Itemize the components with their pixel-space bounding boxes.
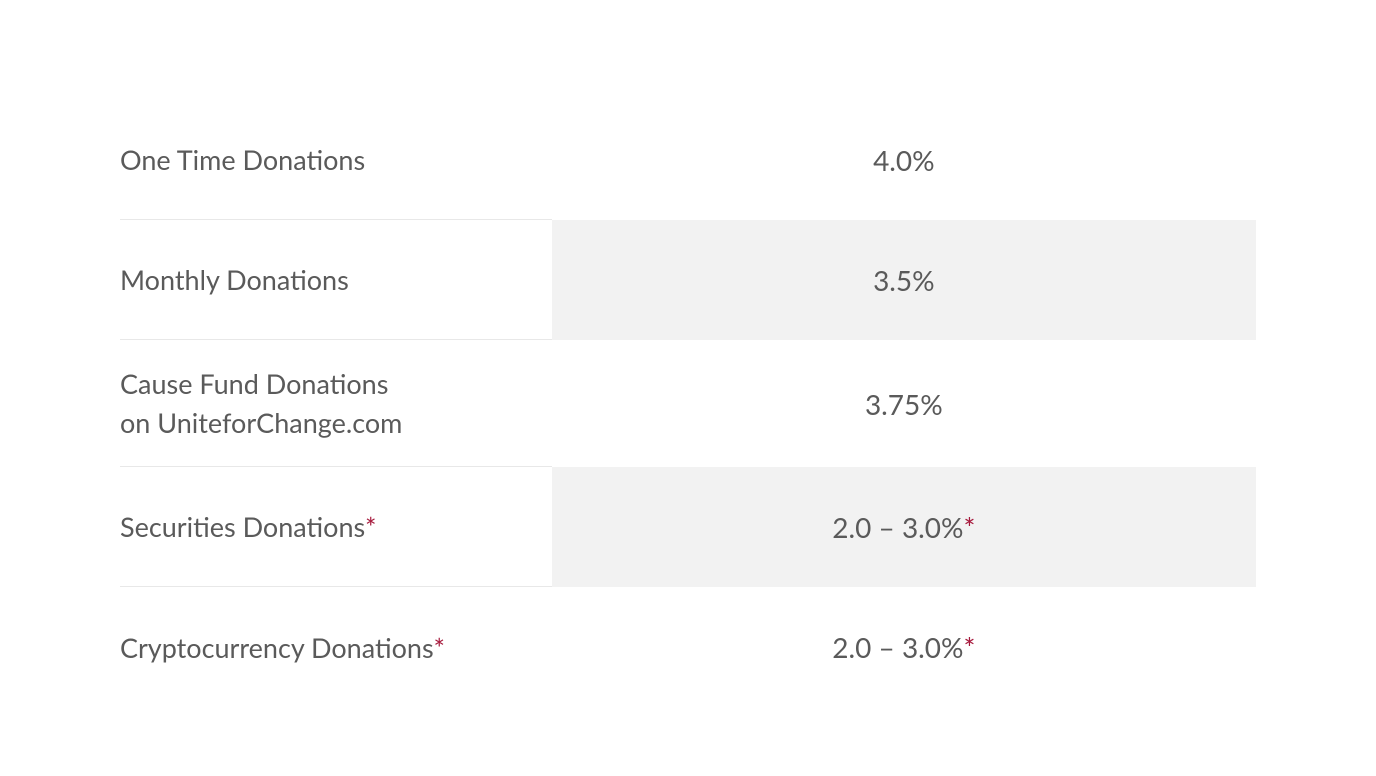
asterisk-icon: * [365,510,376,543]
label-cell: Securities Donations* [120,467,552,587]
asterisk-icon: * [963,510,975,544]
row-value: 3.5% [873,263,935,297]
value-cell: 2.0 – 3.0%* [552,467,1256,587]
label-cell: Monthly Donations [120,220,552,340]
label-cell: One Time Donations [120,100,552,220]
row-value: 3.75% [865,387,943,421]
row-label-text: Securities Donations [120,510,365,543]
fee-table: One Time Donations 4.0% Monthly Donation… [120,100,1256,707]
value-cell: 3.75% [552,340,1256,467]
table-row: Securities Donations* 2.0 – 3.0%* [120,467,1256,587]
row-value-text: 2.0 – 3.0% [832,630,963,664]
row-label: Cause Fund Donationson UniteforChange.co… [120,364,402,442]
row-label-text: Cryptocurrency Donations [120,631,433,664]
table-row: Cause Fund Donationson UniteforChange.co… [120,340,1256,467]
label-cell: Cryptocurrency Donations* [120,587,552,707]
row-label: Securities Donations* [120,507,377,546]
table-row: One Time Donations 4.0% [120,100,1256,220]
value-cell: 3.5% [552,220,1256,340]
label-cell: Cause Fund Donationson UniteforChange.co… [120,340,552,467]
table-row: Monthly Donations 3.5% [120,220,1256,340]
row-label: Monthly Donations [120,260,349,299]
asterisk-icon: * [433,631,444,664]
value-cell: 2.0 – 3.0%* [552,587,1256,707]
asterisk-icon: * [963,630,975,664]
row-value-text: 2.0 – 3.0% [832,510,963,544]
row-label: One Time Donations [120,140,365,179]
row-label: Cryptocurrency Donations* [120,628,445,667]
row-value: 2.0 – 3.0%* [832,510,975,544]
table-row: Cryptocurrency Donations* 2.0 – 3.0%* [120,587,1256,707]
value-cell: 4.0% [552,100,1256,220]
row-value: 2.0 – 3.0%* [832,630,975,664]
row-value: 4.0% [873,143,935,177]
